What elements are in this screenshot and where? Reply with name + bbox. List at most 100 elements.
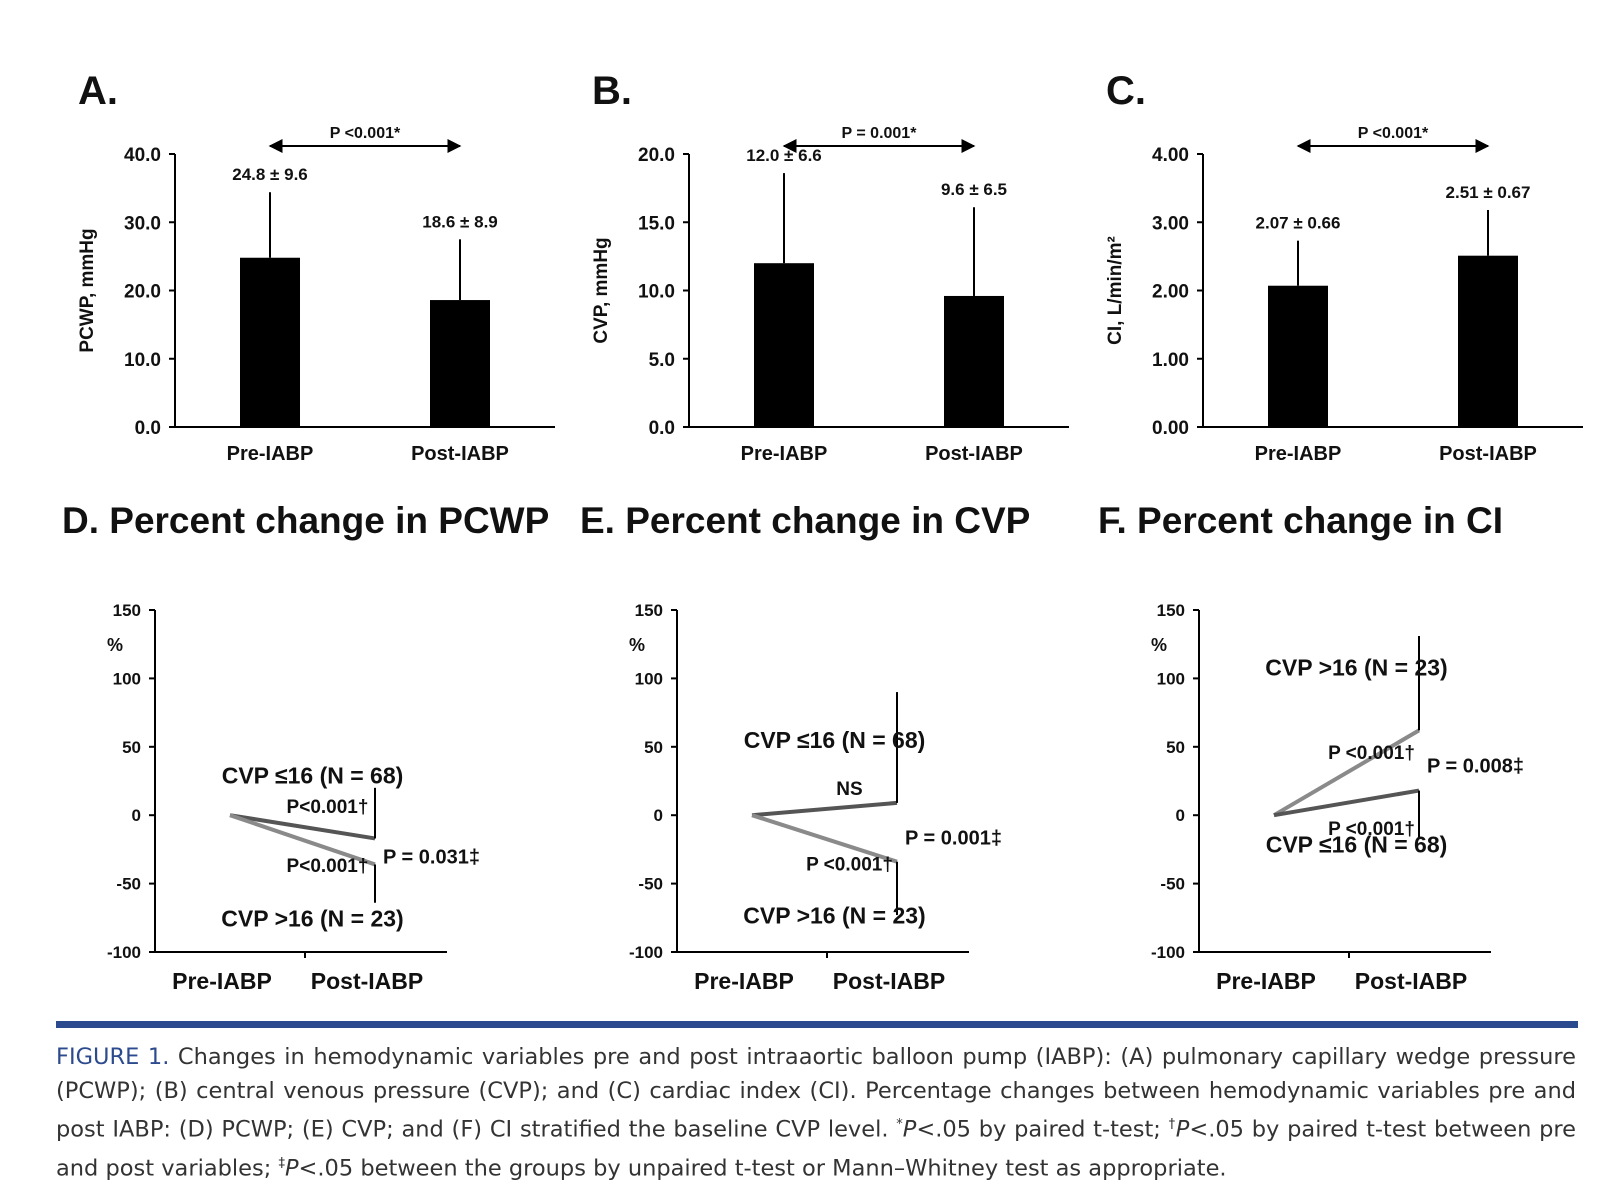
- y-tick-label: 50: [122, 738, 141, 757]
- caption: FIGURE 1. Changes in hemodynamic variabl…: [56, 1040, 1576, 1185]
- y-tick-label: 0.0: [649, 418, 675, 439]
- y-tick-label: 150: [1157, 601, 1185, 620]
- comparison-label: P = 0.008‡: [1427, 755, 1524, 777]
- y-tick-label: 100: [113, 669, 141, 688]
- comparison-label: P = 0.031‡: [383, 846, 480, 868]
- bar: [1268, 285, 1328, 427]
- comparison-label: P = 0.001*: [842, 125, 918, 142]
- y-tick-label: 20.0: [124, 282, 161, 303]
- y-tick-label: 100: [635, 669, 663, 688]
- y-tick-label: 5.0: [649, 350, 675, 371]
- caption-text: P: [1175, 1116, 1190, 1143]
- bar: [754, 263, 814, 427]
- y-axis-label: CVP, mmHg: [591, 237, 612, 343]
- y-axis-label: PCWP, mmHg: [77, 228, 98, 352]
- y-tick-label: 10.0: [638, 282, 675, 303]
- y-axis-label: %: [107, 635, 123, 655]
- x-tick-label: Post-IABP: [311, 968, 423, 994]
- y-tick-label: -50: [638, 875, 663, 894]
- series-p-value: P <0.001†: [806, 854, 893, 875]
- panel-title: E. Percent change in CVP: [580, 500, 1030, 541]
- y-tick-label: 150: [113, 601, 141, 620]
- y-tick-label: -50: [116, 875, 141, 894]
- panel-title: F. Percent change in CI: [1098, 500, 1503, 541]
- caption-label: FIGURE 1.: [56, 1044, 170, 1070]
- y-tick-label: 30.0: [124, 213, 161, 234]
- y-tick-label: 15.0: [638, 213, 675, 234]
- series-name: CVP ≤16 (N = 68): [744, 727, 926, 753]
- caption-text: P: [284, 1155, 299, 1181]
- series-line: [1273, 788, 1420, 818]
- bar: [240, 257, 300, 427]
- y-axis-label: %: [1151, 635, 1167, 655]
- y-tick-label: 10.0: [124, 350, 161, 371]
- x-tick-label: Post-IABP: [833, 968, 945, 994]
- y-tick-label: 0: [132, 806, 141, 825]
- caption-text: Changes in hemodynamic variables pre and…: [56, 1044, 1576, 1143]
- y-tick-label: 0: [1176, 806, 1185, 825]
- bar: [1458, 255, 1518, 427]
- series-p-value: P<0.001†: [287, 856, 369, 877]
- y-axis-label: %: [629, 635, 645, 655]
- y-tick-label: 3.00: [1152, 213, 1189, 234]
- series-p-value: P<0.001†: [287, 797, 369, 818]
- caption-text: <.05 by paired t-test between pre and po…: [56, 1116, 1576, 1182]
- series-name: CVP >16 (N = 23): [1265, 654, 1447, 680]
- comparison-label: P <0.001*: [330, 125, 401, 142]
- y-tick-label: 0: [654, 806, 663, 825]
- series-line: [1272, 728, 1421, 817]
- x-tick-label: Pre-IABP: [1216, 968, 1316, 994]
- x-tick-label: Pre-IABP: [227, 443, 314, 465]
- panel-title: D. Percent change in PCWP: [62, 500, 549, 541]
- y-tick-label: 50: [644, 738, 663, 757]
- series-line: [229, 813, 376, 841]
- caption-sup: ‡: [278, 1155, 285, 1171]
- y-axis-label: CI, L/min/m²: [1105, 236, 1126, 345]
- panel-label: B.: [592, 69, 632, 113]
- divider: [56, 1021, 1578, 1028]
- x-tick-label: Post-IABP: [1439, 443, 1537, 465]
- series-p-value: P <0.001†: [1328, 819, 1415, 840]
- value-label: 9.6 ± 6.5: [941, 180, 1007, 199]
- y-tick-label: 0.00: [1152, 418, 1189, 439]
- value-label: 2.07 ± 0.66: [1256, 214, 1341, 233]
- series-name: CVP ≤16 (N = 68): [222, 762, 404, 788]
- comparison-label: P <0.001*: [1358, 125, 1429, 142]
- y-tick-label: 50: [1166, 738, 1185, 757]
- x-tick-label: Post-IABP: [411, 443, 509, 465]
- bar: [430, 300, 490, 427]
- panel-label: A.: [78, 69, 118, 113]
- caption-sup: *: [896, 1117, 903, 1132]
- value-label: 2.51 ± 0.67: [1446, 183, 1531, 202]
- y-tick-label: 20.0: [638, 145, 675, 166]
- value-label: 12.0 ± 6.6: [746, 146, 822, 165]
- series-line: [751, 800, 898, 818]
- y-tick-label: 0.0: [135, 418, 161, 439]
- series-name: CVP ≤16 (N = 68): [1266, 832, 1448, 858]
- panel-label: C.: [1106, 69, 1146, 113]
- series-p-value: NS: [836, 779, 862, 800]
- series-line: [751, 813, 898, 864]
- y-tick-label: 1.00: [1152, 350, 1189, 371]
- x-tick-label: Pre-IABP: [694, 968, 794, 994]
- caption-text: <.05 between the groups by unpaired t-te…: [298, 1155, 1227, 1181]
- caption-sup: †: [1168, 1117, 1176, 1132]
- y-tick-label: 40.0: [124, 145, 161, 166]
- x-tick-label: Post-IABP: [925, 443, 1023, 465]
- y-tick-label: -100: [629, 943, 663, 962]
- y-tick-label: -100: [1151, 943, 1185, 962]
- value-label: 24.8 ± 9.6: [232, 165, 308, 184]
- y-tick-label: 2.00: [1152, 282, 1189, 303]
- series-p-value: P <0.001†: [1328, 743, 1415, 764]
- y-tick-label: 150: [635, 601, 663, 620]
- y-tick-label: -100: [107, 943, 141, 962]
- bar: [944, 295, 1004, 427]
- x-tick-label: Post-IABP: [1355, 968, 1467, 994]
- x-tick-label: Pre-IABP: [1255, 443, 1342, 465]
- y-tick-label: 100: [1157, 669, 1185, 688]
- figure: A. PCWP, mmHg 0.0 10.0 20.0 30.0 40.0 24.8 ± 9.…: [62, 69, 1583, 994]
- comparison-label: P = 0.001‡: [905, 827, 1002, 849]
- series-name: CVP >16 (N = 23): [743, 903, 925, 929]
- x-tick-label: Pre-IABP: [172, 968, 272, 994]
